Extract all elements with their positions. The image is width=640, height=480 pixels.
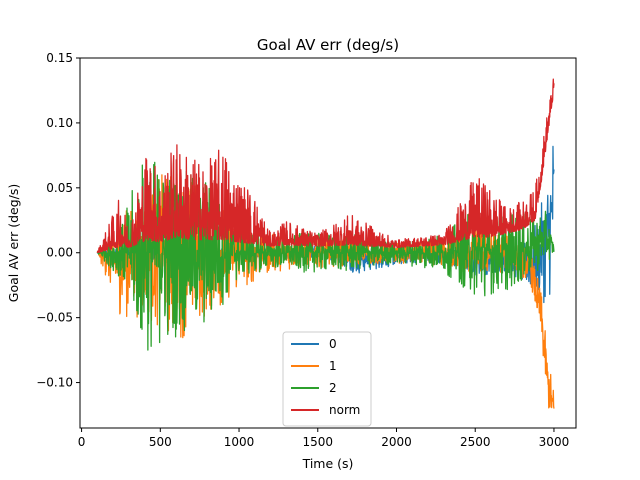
x-axis: 0 500 1000 1500 2000 2500 3000: [78, 428, 569, 449]
y-tick-label: −0.05: [36, 311, 73, 325]
x-tick-label: 1500: [302, 435, 333, 449]
legend-label-norm: norm: [329, 403, 360, 417]
legend-label-2: 2: [329, 381, 337, 395]
y-tick-label: −0.10: [36, 376, 73, 390]
plot-area: [96, 78, 555, 409]
series-line-2: [97, 161, 555, 351]
x-tick-label: 2000: [381, 435, 412, 449]
x-tick-label: 1000: [224, 435, 255, 449]
y-tick-label: 0.15: [46, 51, 73, 65]
legend-label-1: 1: [329, 359, 337, 373]
y-tick-label: 0.00: [46, 246, 73, 260]
x-axis-label: Time (s): [302, 456, 354, 471]
x-tick-label: 2500: [460, 435, 491, 449]
y-axis-label: Goal AV err (deg/s): [6, 184, 21, 302]
axes-frame: [79, 57, 577, 429]
legend: 0 1 2 norm: [282, 331, 372, 427]
x-tick-label: 0: [78, 435, 86, 449]
series-line-norm: [96, 78, 555, 253]
y-tick-label: 0.05: [46, 181, 73, 195]
x-tick-label: 3000: [539, 435, 570, 449]
legend-label-0: 0: [329, 337, 337, 351]
y-tick-label: 0.10: [46, 116, 73, 130]
y-axis: −0.10 −0.05 0.00 0.05 0.10 0.15: [36, 51, 80, 390]
chart-title: Goal AV err (deg/s): [257, 36, 399, 54]
legend-box: [282, 331, 372, 427]
x-tick-label: 500: [149, 435, 172, 449]
